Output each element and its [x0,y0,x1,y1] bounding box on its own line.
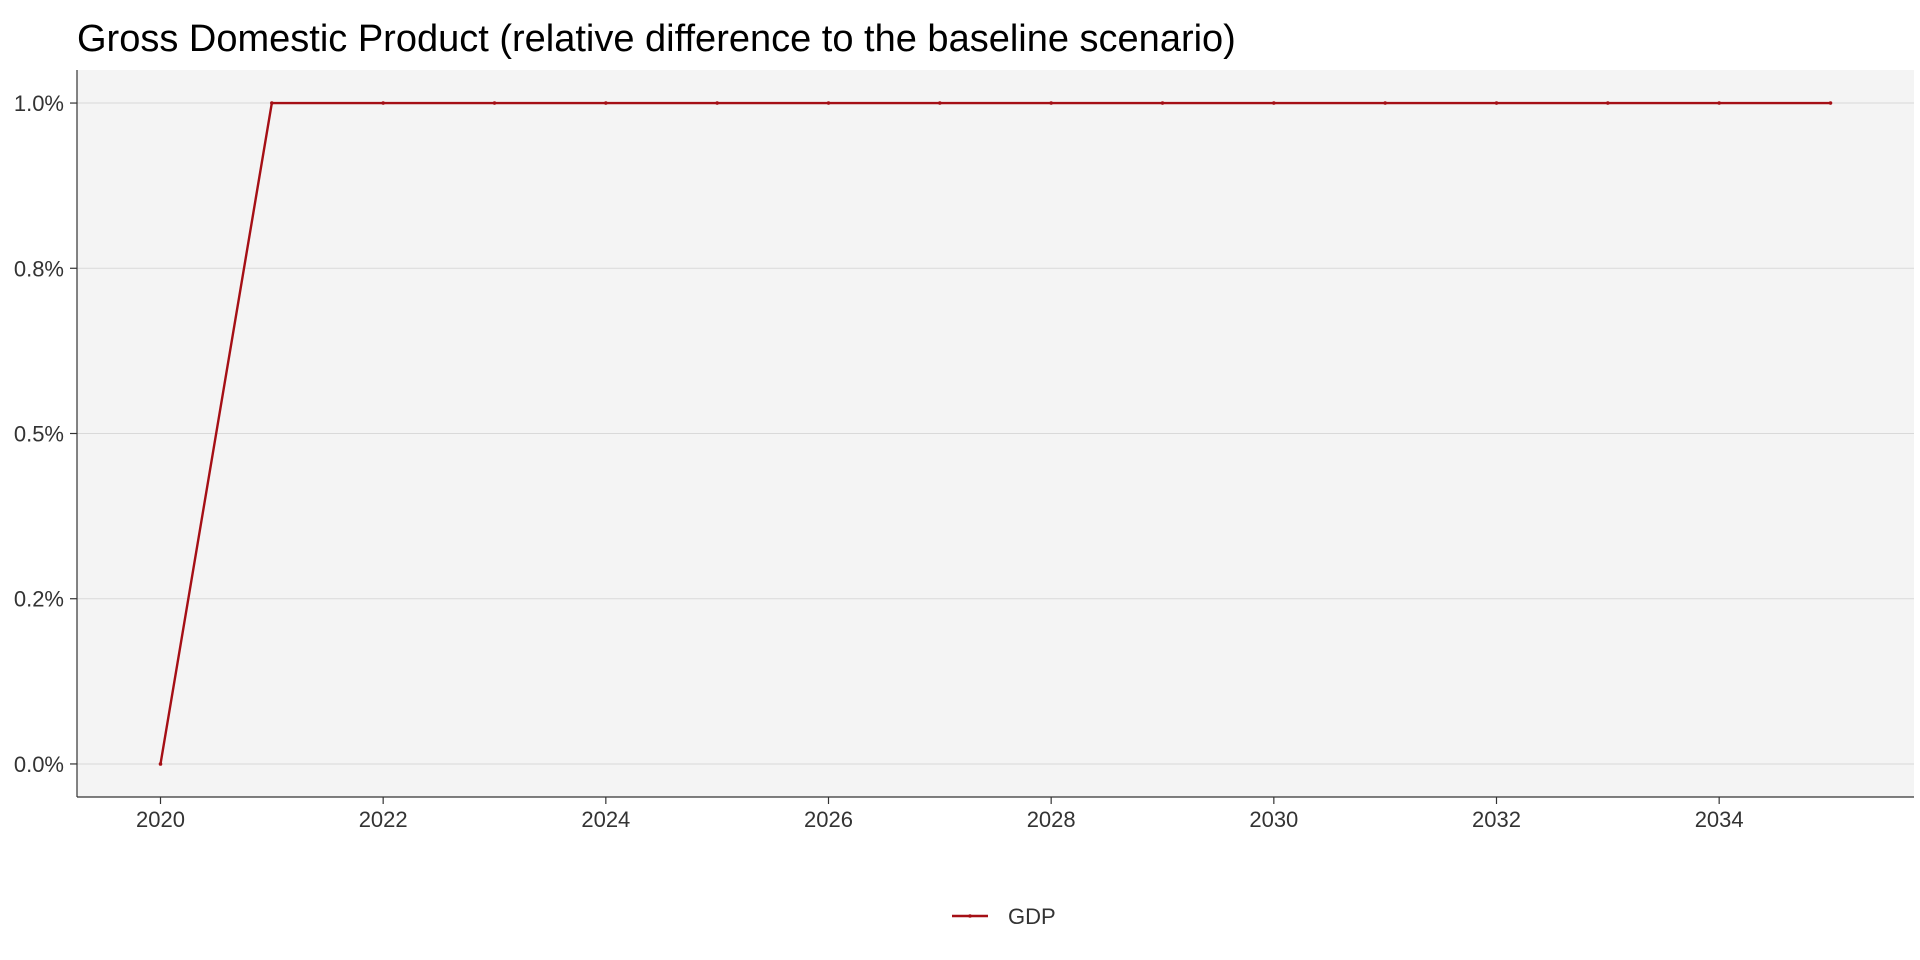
gdp-data-point [1272,101,1276,105]
legend: GDP [952,904,1056,929]
legend-label: GDP [1008,904,1056,929]
series-layer [158,101,1833,766]
x-tick-label: 2026 [804,807,853,832]
y-tick-label: 0.0% [14,752,64,777]
y-tick-label: 0.8% [14,256,64,281]
gdp-data-point [270,101,274,105]
gdp-data-point [604,101,608,105]
x-tick-label: 2028 [1027,807,1076,832]
y-tick-label: 0.2% [14,587,64,612]
y-tick-label: 1.0% [14,91,64,116]
gdp-data-point [938,101,942,105]
x-tick-label: 2030 [1249,807,1298,832]
gdp-data-point [492,101,497,105]
gdp-data-point [1383,101,1387,105]
gdp-data-point [1049,101,1053,105]
gdp-data-point [381,101,385,105]
y-tick-label: 0.5% [14,422,64,447]
chart-title: Gross Domestic Product (relative differe… [77,18,1236,60]
axes: 0.0% 0.2% 0.5% 0.8% 1.0% 2020 2022 2024 2026 2028… [14,70,1914,832]
x-tick-label: 2020 [136,807,185,832]
gdp-data-point [1494,101,1499,105]
gdp-data-point [826,101,831,105]
gdp-data-point [1160,101,1165,105]
x-tick-label: 2032 [1472,807,1521,832]
legend-swatch-point [968,914,972,918]
gdp-data-point [1717,101,1721,105]
x-tick-label: 2034 [1695,807,1744,832]
x-tick-label: 2024 [581,807,630,832]
gdp-data-point [1606,101,1610,105]
gdp-data-point [715,101,719,105]
gdp-series-line [159,101,1831,765]
x-tick-label: 2022 [359,807,408,832]
gdp-data-point [158,762,163,766]
gdp-data-point [1828,101,1833,105]
